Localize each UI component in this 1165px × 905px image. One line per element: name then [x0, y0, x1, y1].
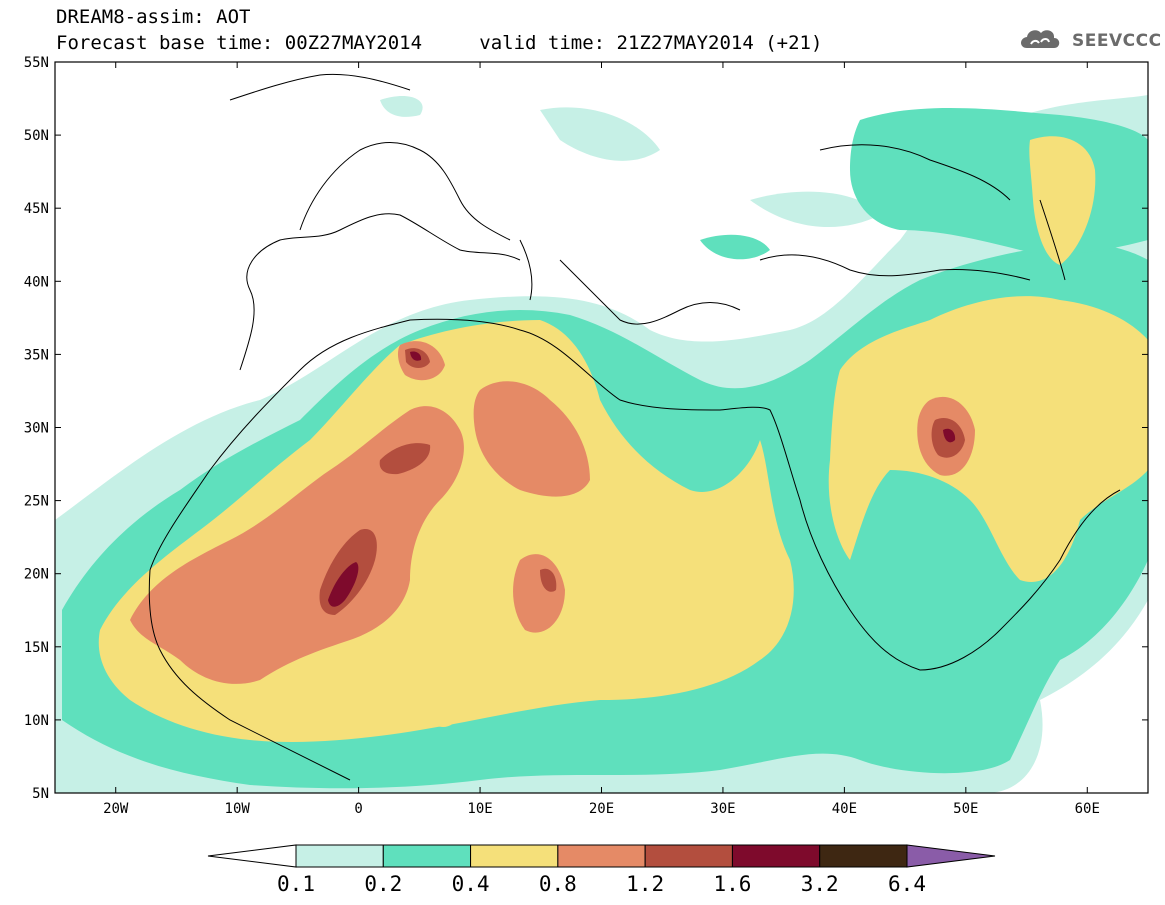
lon-label: 30E: [710, 801, 735, 817]
lat-label: 25N: [24, 494, 49, 510]
colorbar-label: 1.6: [713, 872, 751, 896]
lat-label: 45N: [24, 201, 49, 217]
latitude-ticks: 55N 50N 45N 40N 35N 30N 25N 20N 15N 10N 5N: [24, 55, 1148, 802]
colorbar-swatch: [644, 844, 733, 868]
lat-label: 10N: [24, 713, 49, 729]
colorbar-legend: 0.1 0.2 0.4 0.8 1.2 1.6 3.2 6.4: [207, 844, 996, 896]
aot-level-1.6: [328, 351, 956, 607]
colorbar-swatch: [295, 844, 384, 868]
colorbar-swatch: [557, 844, 646, 868]
coastlines: [148, 73, 1121, 781]
colorbar-swatch: [382, 844, 472, 868]
colorbar-min-arrow: [207, 844, 297, 868]
colorbar-label: 0.1: [277, 872, 315, 896]
colorbar-label: 6.4: [888, 872, 926, 896]
lat-label: 20N: [24, 567, 49, 583]
colorbar-label: 3.2: [801, 872, 839, 896]
base-time: Forecast base time: 00Z27MAY2014: [56, 32, 423, 54]
colorbar-label: 1.2: [626, 872, 664, 896]
map-title: DREAM8-assim: AOT: [56, 6, 251, 28]
cloud-logo-icon: [1021, 30, 1060, 48]
lat-label: 35N: [24, 347, 49, 363]
lon-label: 40E: [832, 801, 857, 817]
colorbar-swatch: [470, 844, 559, 868]
colorbar-label: 0.8: [539, 872, 577, 896]
colorbar-swatch: [819, 844, 908, 868]
lon-label: 0: [354, 801, 362, 817]
valid-time: valid time: 21Z27MAY2014 (+21): [479, 32, 823, 54]
longitude-ticks: 20W 10W 0 10E 20E 30E 40E 50E 60E: [103, 62, 1100, 817]
lat-label: 30N: [24, 421, 49, 437]
logo-text: SEEVCCC: [1072, 31, 1162, 51]
lat-label: 55N: [24, 55, 49, 71]
lat-label: 5N: [32, 786, 49, 802]
lat-label: 40N: [24, 274, 49, 290]
colorbar-label: 0.4: [452, 872, 490, 896]
lon-label: 20W: [103, 801, 129, 817]
lat-label: 50N: [24, 128, 49, 144]
lon-label: 10W: [225, 801, 251, 817]
lon-label: 50E: [953, 801, 978, 817]
lon-label: 10E: [467, 801, 492, 817]
time-info: Forecast base time: 00Z27MAY2014 valid t…: [56, 32, 822, 54]
colorbar-label: 0.2: [364, 872, 402, 896]
colorbar-swatch: [731, 844, 821, 868]
lon-label: 20E: [589, 801, 614, 817]
aot-level-0.8: [130, 341, 975, 684]
colorbar-max-arrow: [906, 844, 996, 868]
lon-label: 60E: [1075, 801, 1100, 817]
lat-label: 15N: [24, 640, 49, 656]
aot-field: [55, 95, 1148, 793]
